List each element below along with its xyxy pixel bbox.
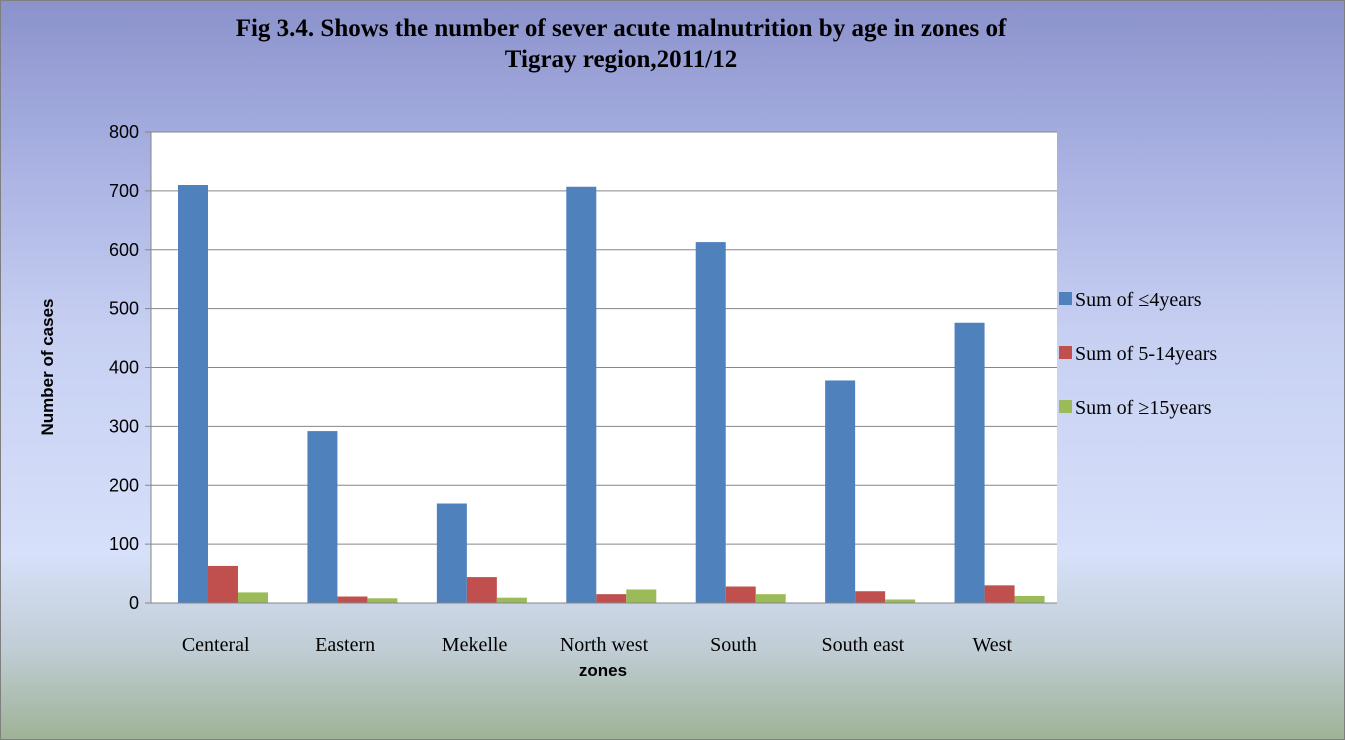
legend-label: Sum of ≤4years (1075, 289, 1202, 311)
bar (367, 598, 398, 603)
x-tick-label: South (710, 634, 757, 656)
x-axis-title: zones (579, 661, 627, 680)
bar (208, 565, 238, 603)
y-tick-label: 200 (109, 475, 139, 495)
y-tick-label: 700 (109, 181, 139, 201)
x-tick-label: Eastern (315, 634, 375, 656)
axes: 0 100 200 300 400 500 600 700 800 Centeral Eastern… (109, 122, 1057, 656)
bar (466, 577, 497, 603)
chart-title-line-2: Tigray region,2011/12 (504, 46, 738, 73)
bar (885, 599, 916, 603)
x-tick-label: North west (560, 634, 649, 656)
bar (725, 586, 756, 603)
legend-swatch (1059, 346, 1072, 359)
legend-swatch (1059, 400, 1072, 413)
bar (436, 503, 467, 603)
x-tick-label: Centeral (182, 634, 250, 656)
legend-label: Sum of ≥15years (1075, 397, 1212, 419)
bars (178, 184, 1045, 604)
legend-label: Sum of 5-14years (1075, 343, 1217, 365)
y-axis-title: Number of cases (38, 299, 57, 436)
bar (825, 380, 856, 603)
y-tick-label: 500 (109, 299, 139, 319)
chart-title: Fig 3.4. Shows the number of sever acute… (1, 13, 1241, 75)
bar (954, 322, 985, 603)
bar (238, 592, 268, 603)
legend-swatch (1059, 292, 1072, 305)
legend: Sum of ≤4years Sum of 5-14years Sum of ≥15… (1059, 289, 1217, 419)
y-tick-label: 100 (109, 534, 139, 554)
bar (566, 186, 597, 603)
bar (496, 597, 527, 603)
x-tick-label: Mekelle (442, 634, 508, 656)
y-tick-label: 800 (109, 122, 139, 142)
chart-title-line-1: Fig 3.4. Shows the number of sever acute… (235, 15, 1007, 42)
bar (626, 589, 657, 603)
bar (855, 591, 886, 603)
x-tick-label: West (973, 634, 1013, 656)
bar (695, 242, 726, 603)
y-tick-label: 600 (109, 240, 139, 260)
bar (1014, 595, 1045, 603)
bar (307, 431, 338, 603)
x-tick-label: South east (821, 634, 904, 656)
y-tick-label: 400 (109, 358, 139, 378)
y-tick-label: 0 (129, 593, 139, 613)
gridlines (151, 131, 1057, 545)
bar (178, 184, 208, 604)
bar (596, 594, 627, 603)
y-tick-label: 300 (109, 416, 139, 436)
bar (337, 596, 368, 603)
bar (984, 585, 1015, 603)
bar (755, 594, 786, 603)
